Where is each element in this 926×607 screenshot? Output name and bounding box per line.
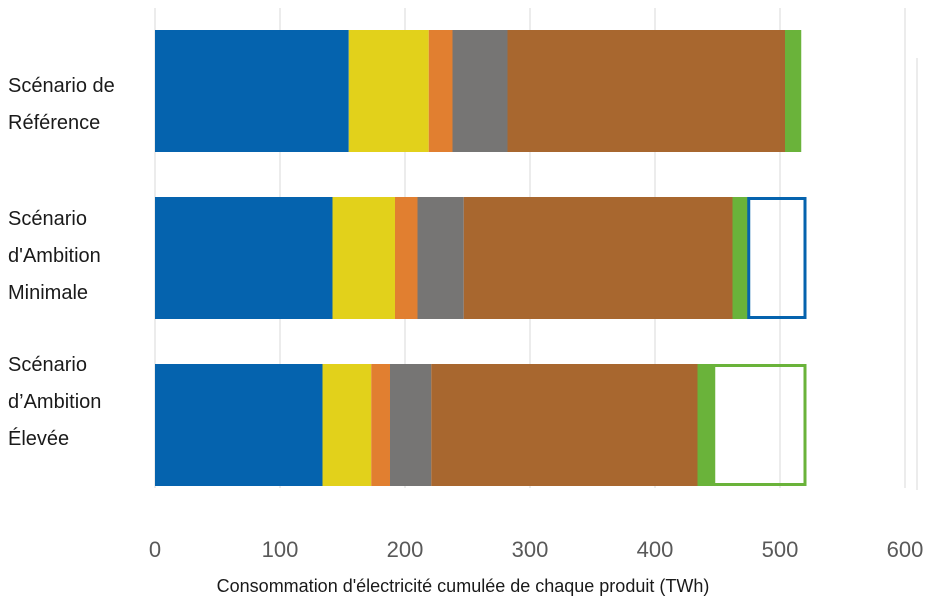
bar-segment-1-4 [463,197,733,319]
x-tick-label-0: 0 [149,537,161,562]
bar-segment-2-5 [697,364,714,486]
bar-segment-2-0 [155,364,323,486]
bar-segment-2-2 [371,364,390,486]
bar-segment-0-4 [507,30,785,152]
x-tick-label-2: 200 [387,537,424,562]
bar-segment-1-2 [395,197,418,319]
category-label-reference: Scénario de Référence [8,75,115,134]
savings-outline-1 [712,364,807,486]
bar-segment-1-5 [732,197,749,319]
category-label-high-ambition: Scénario d’Ambition Élevée [8,354,102,450]
bar-segment-1-0 [155,197,333,319]
bar-segment-0-5 [785,30,802,152]
x-tick-label-6: 600 [887,537,924,562]
bar-segment-2-3 [390,364,432,486]
bar-segment-0-3 [452,30,508,152]
bar-segment-0-0 [155,30,349,152]
x-tick-label-3: 300 [512,537,549,562]
bar-segment-1-3 [417,197,464,319]
bar-segment-2-1 [322,364,372,486]
x-tick-label-5: 500 [762,537,799,562]
bar-segment-0-2 [428,30,453,152]
category-label-minimal-ambition: Scénario d'Ambition Minimale [8,208,101,304]
bar-segment-0-1 [348,30,429,152]
bar-segment-1-1 [332,197,395,319]
savings-outline-0 [747,197,807,319]
x-tick-label-1: 100 [262,537,299,562]
x-axis-title: Consommation d'électricité cumulée de ch… [216,576,710,596]
x-tick-label-4: 400 [637,537,674,562]
bar-segment-2-4 [431,364,698,486]
